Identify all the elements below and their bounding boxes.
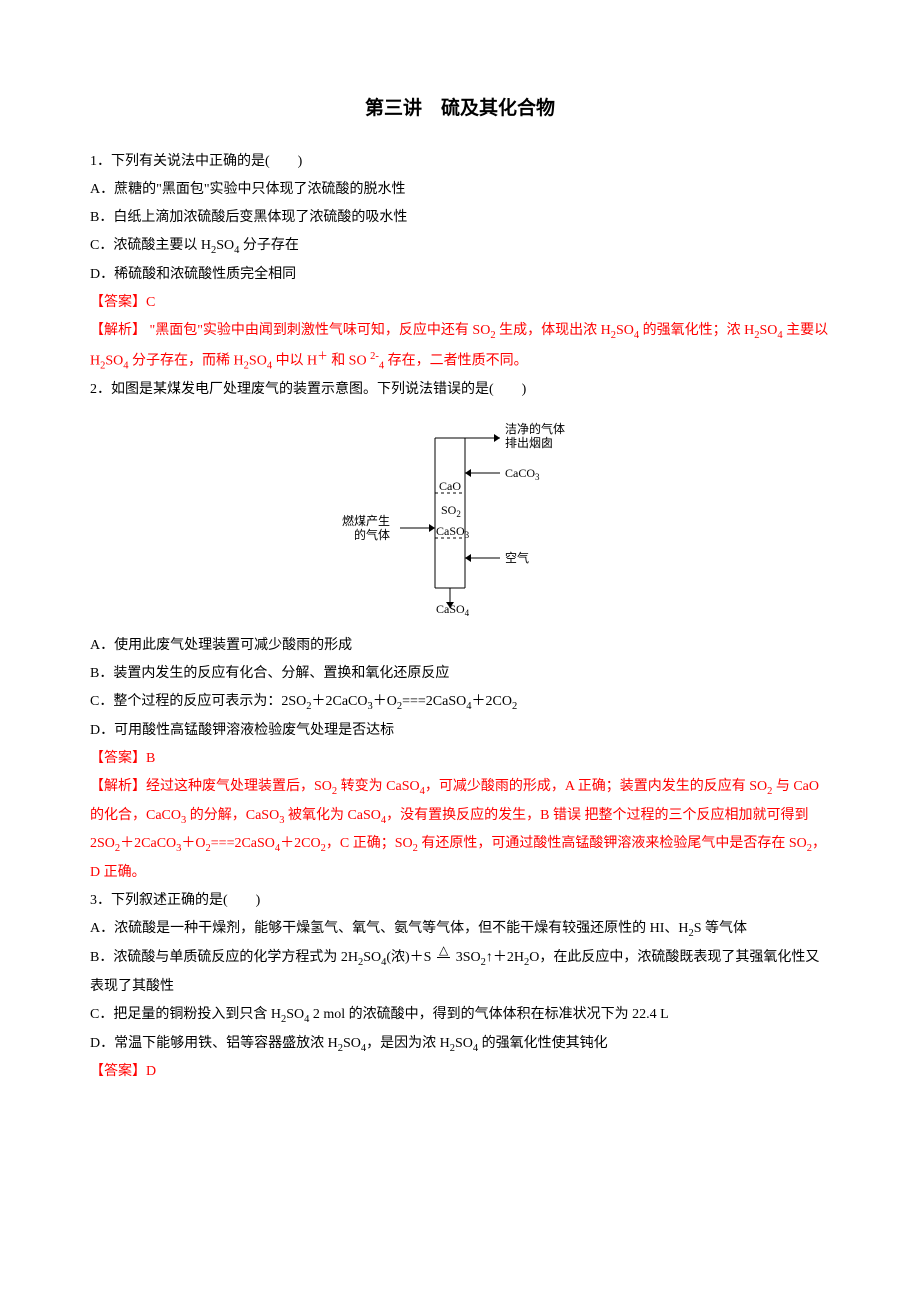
q3-answer: 【答案】D — [90, 1058, 830, 1086]
diagram-label-air: 空气 — [505, 550, 529, 565]
q1-option-d: D．稀硫酸和浓硫酸性质完全相同 — [90, 261, 830, 289]
diagram-label-chimney: 排出烟囱 — [505, 436, 553, 450]
q2-option-d: D．可用酸性高锰酸钾溶液检验废气处理是否达标 — [90, 717, 830, 745]
q1-option-b: B．白纸上滴加浓硫酸后变黑体现了浓硫酸的吸水性 — [90, 204, 830, 232]
q3-option-c: C．把足量的铜粉投入到只含 H2SO4 2 mol 的浓硫酸中，得到的气体体积在… — [90, 1001, 830, 1030]
diagram-label-cao: CaO — [439, 479, 461, 493]
diagram-label-so2: SO2 — [441, 503, 461, 519]
q1-stem: 1．下列有关说法中正确的是( ) — [90, 148, 830, 176]
diagram-label-coal-gas-2: 的气体 — [354, 527, 390, 542]
diagram-label-caso3: CaSO3 — [436, 524, 470, 540]
q2-option-c: C．整个过程的反应可表示为：2SO2＋2CaCO3＋O2===2CaSO4＋2C… — [90, 688, 830, 717]
q3-option-d: D．常温下能够用铁、铝等容器盛放浓 H2SO4，是因为浓 H2SO4 的强氧化性… — [90, 1030, 830, 1059]
q2-stem: 2．如图是某煤发电厂处理废气的装置示意图。下列说法错误的是( ) — [90, 376, 830, 404]
q2-option-b: B．装置内发生的反应有化合、分解、置换和氧化还原反应 — [90, 660, 830, 688]
flue-gas-diagram: 洁净的气体 排出烟囱 CaCO3 CaO SO2 燃煤产生 的气体 CaSO3 … — [90, 418, 830, 618]
q1-option-a: A．蔗糖的"黑面包"实验中只体现了浓硫酸的脱水性 — [90, 176, 830, 204]
q2-answer: 【答案】B — [90, 745, 830, 773]
reaction-condition-heat: △ — [435, 944, 452, 971]
q3-stem: 3．下列叙述正确的是( ) — [90, 887, 830, 915]
q1-answer: 【答案】C — [90, 289, 830, 317]
page-title: 第三讲 硫及其化合物 — [90, 90, 830, 128]
q3-option-b: B．浓硫酸与单质硫反应的化学方程式为 2H2SO4(浓)＋S △ 3SO2↑＋2… — [90, 944, 830, 1001]
q2-option-a: A．使用此废气处理装置可减少酸雨的形成 — [90, 632, 830, 660]
q3-option-a: A．浓硫酸是一种干燥剂，能够干燥氢气、氧气、氨气等气体，但不能干燥有较强还原性的… — [90, 915, 830, 944]
diagram-label-caso4: CaSO4 — [436, 602, 470, 618]
q1-explanation: 【解析】 "黑面包"实验中由闻到刺激性气味可知，反应中还有 SO2 生成，体现出… — [90, 317, 830, 376]
q2-explanation: 【解析】经过这种废气处理装置后，SO2 转变为 CaSO4，可减少酸雨的形成，A… — [90, 773, 830, 887]
diagram-label-clean-gas: 洁净的气体 — [505, 421, 565, 436]
q1-option-c: C．浓硫酸主要以 H2SO4 分子存在 — [90, 232, 830, 261]
diagram-label-caco3: CaCO3 — [505, 466, 540, 482]
diagram-label-coal-gas-1: 燃煤产生 — [342, 513, 390, 528]
